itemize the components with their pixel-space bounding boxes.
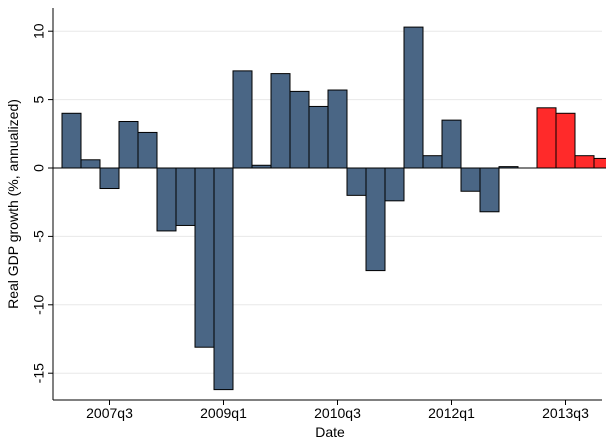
x-tick-label: 2012q1 <box>428 405 475 421</box>
bar-2008q3 <box>175 167 196 226</box>
y-tick-label: -5 <box>31 230 47 243</box>
bar-2013q1f <box>593 157 606 169</box>
bar-2012q3 <box>479 167 500 213</box>
bars <box>61 26 606 391</box>
bar-2011q1 <box>365 167 386 272</box>
x-tick-label: 2013q3 <box>542 405 589 421</box>
y-tick-label: 5 <box>31 95 47 103</box>
y-tick-label: -10 <box>31 294 47 314</box>
axes: 10 5 0 -5 -10 -15 2007q3 2009q1 2010q3 2012q1 2013… <box>31 8 602 421</box>
bar-2011q3 <box>403 26 424 169</box>
bar-2012q3f <box>555 112 576 169</box>
bar-2008q1 <box>137 131 158 169</box>
bar-2010q4 <box>346 167 367 196</box>
y-tick-label: 10 <box>31 23 47 39</box>
bar-2007q2 <box>80 159 101 169</box>
y-tick-label: 0 <box>31 164 47 172</box>
bar-2007q3 <box>99 167 120 190</box>
bar-2009q2 <box>232 70 253 169</box>
bar-2012q2 <box>460 167 481 192</box>
bar-2012q4f <box>574 155 595 169</box>
bar-2008q2 <box>156 167 177 232</box>
bar-2007q1 <box>61 112 82 169</box>
bar-2012q1 <box>441 119 462 169</box>
x-axis-title: Date <box>315 424 345 440</box>
bar-2010q2 <box>308 105 329 169</box>
bar-2009q1 <box>213 167 234 391</box>
bar-2010q1 <box>289 90 310 169</box>
x-tick-label: 2010q3 <box>314 405 361 421</box>
bar-2012q2f <box>536 107 557 169</box>
y-axis-title: Real GDP growth (%, annualized) <box>5 99 21 309</box>
x-tick-label: 2007q3 <box>86 405 133 421</box>
bar-2010q3 <box>327 89 348 169</box>
x-tick-label: 2009q1 <box>200 405 247 421</box>
bar-2009q4 <box>270 73 291 169</box>
bar-2011q2 <box>384 167 405 202</box>
bar-2008q4 <box>194 167 215 348</box>
bar-2011q4 <box>422 155 443 169</box>
y-tick-label: -15 <box>31 363 47 383</box>
bar-2007q4 <box>118 120 139 169</box>
